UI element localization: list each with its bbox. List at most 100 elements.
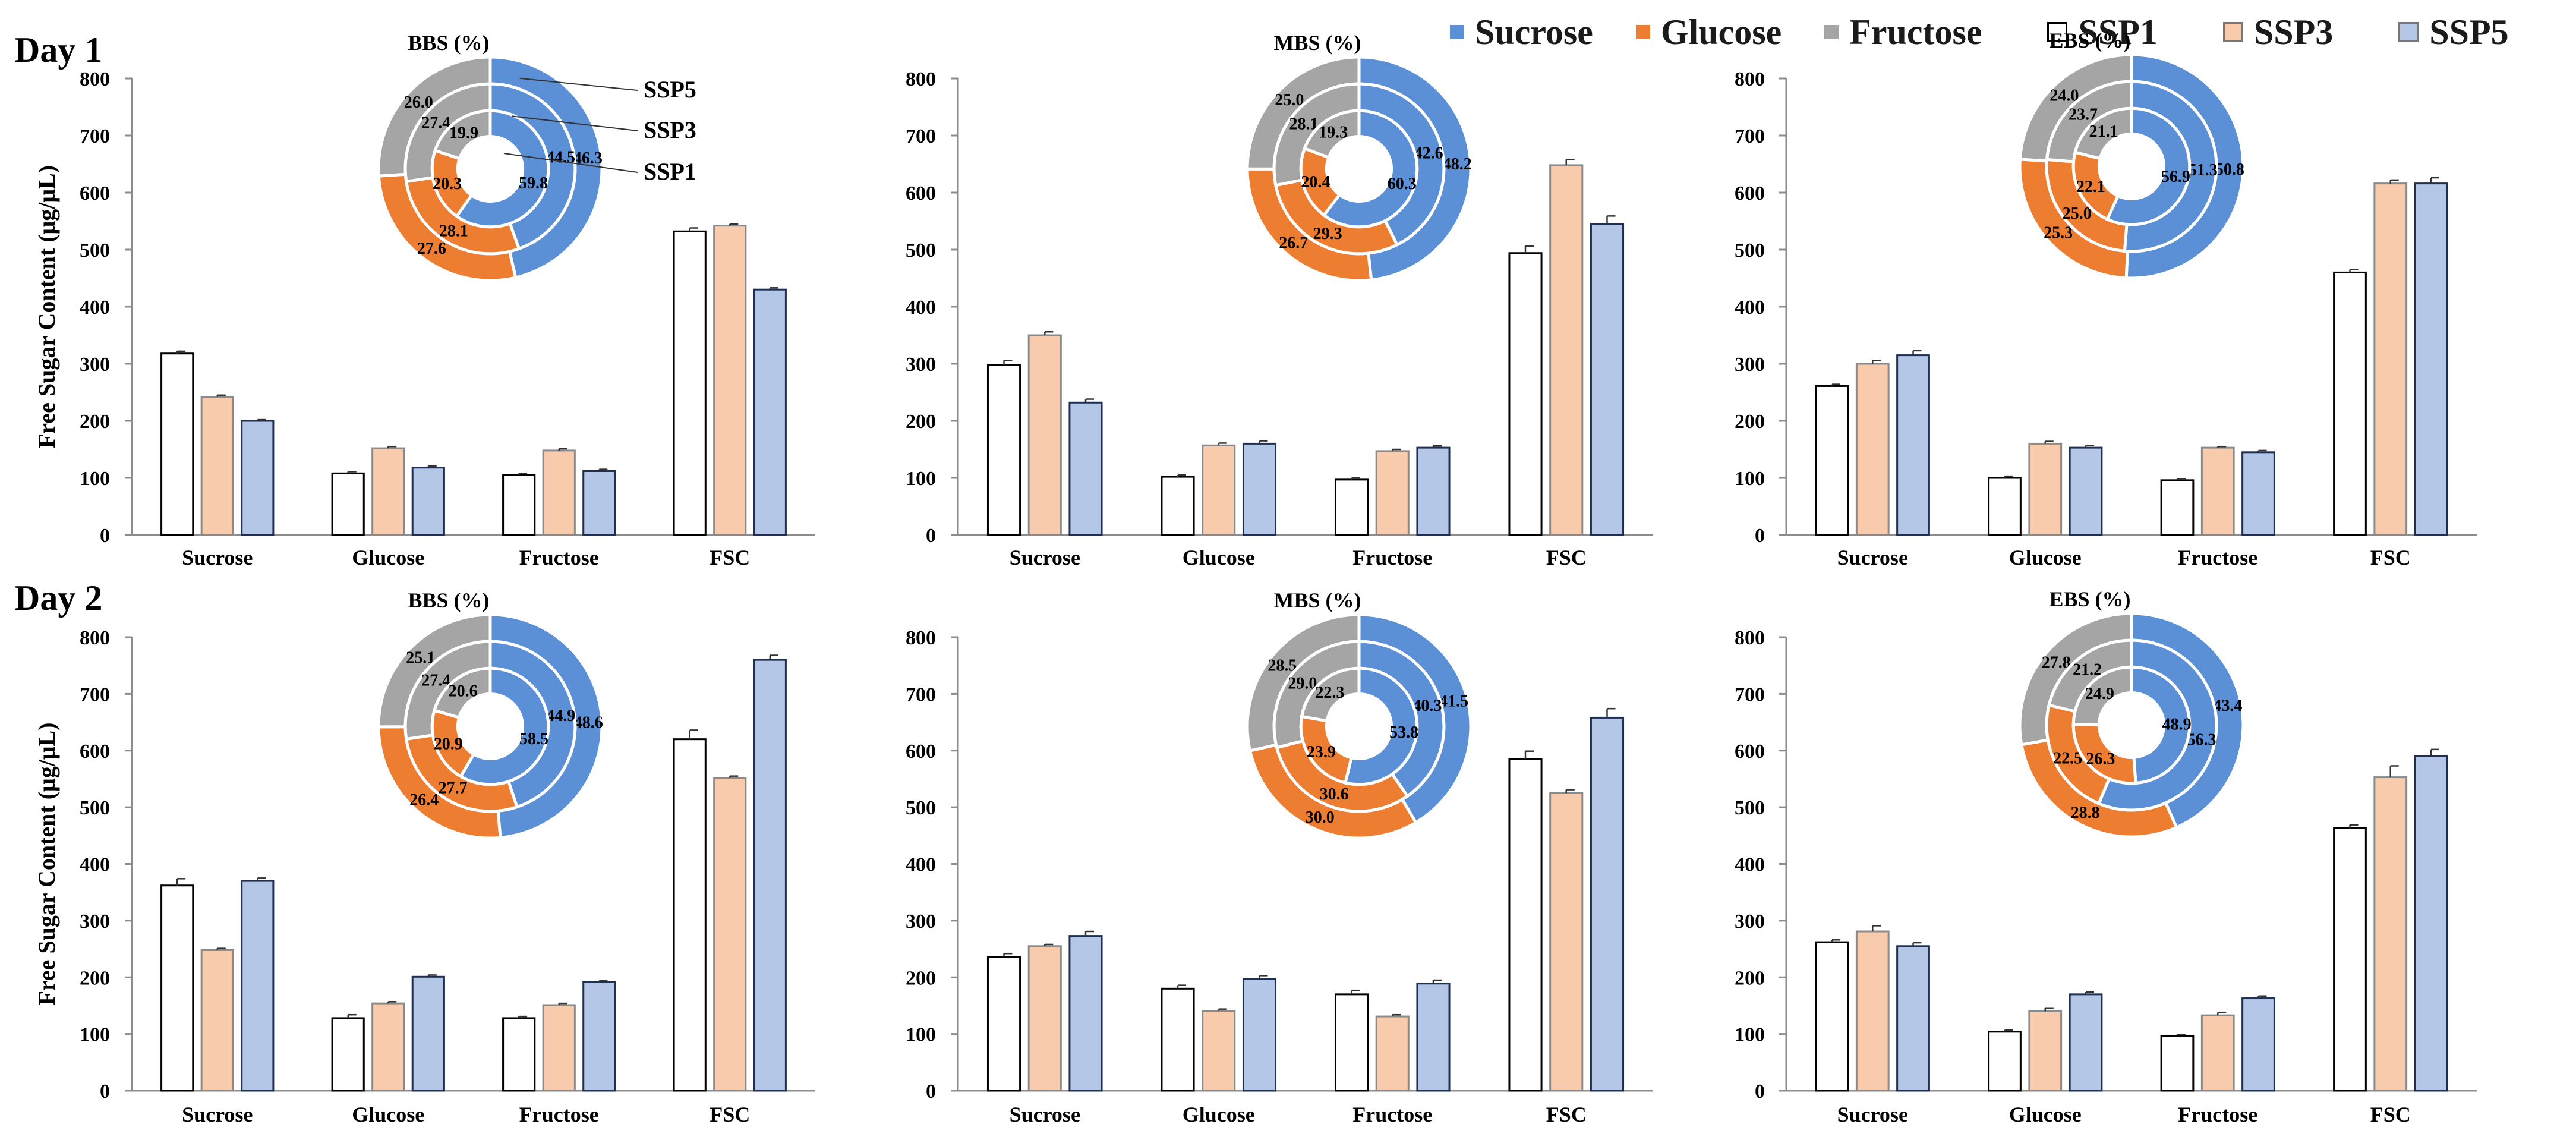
bar-ssp5-glucose (2069, 993, 2103, 1092)
panel-3-donut: 50.8 25.3 24.0 51.3 25.0 23.7 56.9 22.1 21.1 EBS … (2018, 29, 2245, 280)
donut-slice-ssp1-glucose (2071, 723, 2137, 785)
bar-ssp3-sucrose (1027, 334, 1062, 536)
donut-value-label: 23.9 (1307, 743, 1336, 761)
bar-ssp1-sucrose (986, 364, 1021, 536)
bar-ssp5-fsc (2414, 755, 2448, 1092)
y-tick-label: 200 (80, 411, 110, 433)
panel-1-donut: 46.327.626.044.528.127.459.820.319.9BBS … (377, 31, 696, 282)
bar-ssp3-fsc (1549, 164, 1584, 536)
legend-item-glucose: Glucose (1635, 12, 1782, 53)
y-tick-label: 0 (100, 525, 110, 547)
donut-value-label: 24.9 (2085, 685, 2114, 703)
x-category-label: Fructose (2178, 546, 2257, 569)
donut-slice-ssp1-fructose (1303, 109, 1361, 160)
donut-value-label: 28.8 (2071, 804, 2100, 822)
bar-ssp3-fsc (713, 225, 747, 536)
bar-ssp5-glucose (1242, 978, 1277, 1092)
donut-title: MBS (%) (1274, 588, 1361, 612)
donut-slice-ssp1-sucrose (2130, 665, 2192, 785)
bar-ssp1-fructose (1334, 993, 1369, 1092)
legend-item-ssp1: SSP1 (2047, 12, 2158, 53)
bar-ssp1-fsc (673, 738, 707, 1092)
bar-ssp1-glucose (1988, 1031, 2022, 1092)
bar-ssp1-sucrose (986, 956, 1021, 1092)
bar-ssp3-sucrose (200, 949, 234, 1092)
donut-title: EBS (%) (2049, 587, 2130, 611)
donut-value-label: 24.0 (2050, 86, 2079, 105)
bar-ssp5-fsc (1590, 223, 1625, 536)
y-tick-label: 400 (1735, 297, 1765, 319)
donut-value-label: 25.1 (406, 648, 435, 667)
donut-value-label: 30.6 (1320, 785, 1349, 804)
x-category-label: Sucrose (182, 1103, 253, 1126)
x-category-label: FSC (710, 1103, 750, 1126)
donut-value-label: 22.5 (2053, 749, 2082, 767)
bar-ssp1-fructose (2160, 1034, 2195, 1092)
x-category-label: Glucose (1183, 1103, 1255, 1126)
y-tick-label: 200 (906, 411, 936, 433)
y-tick-label: 600 (906, 182, 936, 204)
bar-ssp5-fructose (582, 470, 616, 536)
bar-ssp1-sucrose (1815, 385, 1849, 536)
bar-ssp5-sucrose (241, 880, 275, 1092)
y-tick-label: 100 (80, 1024, 110, 1046)
bar-ssp5-fsc (2414, 182, 2448, 536)
donut-slice-ssp1-fructose (433, 109, 492, 160)
donut-value-label: 41.5 (1439, 692, 1468, 710)
bar-ssp5-fsc (753, 288, 787, 536)
donut-value-label: 56.3 (2187, 731, 2216, 750)
panel-4: 0 100 200 300 400 500 600 700 800 Free Sugar Cont… (33, 588, 815, 1126)
y-tick-label: 600 (906, 741, 936, 763)
x-category-label: Glucose (1183, 546, 1255, 569)
bar-ssp5-glucose (1242, 442, 1277, 536)
y-tick-label: 700 (906, 684, 936, 706)
y-tick-label: 800 (1735, 68, 1765, 90)
donut-value-label: 42.6 (1414, 144, 1443, 162)
y-tick-label: 100 (1735, 1024, 1765, 1046)
donut-value-label: 43.4 (2213, 697, 2242, 715)
donut-value-label: 20.6 (449, 682, 478, 700)
bar-ssp3-fsc (1549, 792, 1584, 1092)
y-tick-label: 100 (80, 468, 110, 490)
day-1-label: Day 1 (14, 30, 103, 70)
x-category-label: Sucrose (1837, 1103, 1908, 1126)
legend-label-ssp1: SSP1 (2078, 12, 2158, 52)
donut-value-label: 20.9 (434, 735, 463, 753)
legend-label-glucose: Glucose (1660, 12, 1782, 52)
ring-annotation-leader (511, 115, 638, 131)
y-tick-label: 500 (80, 797, 110, 819)
y-tick-label: 700 (1735, 684, 1765, 706)
legend-swatch-sucrose (1450, 25, 1464, 39)
x-category-label: FSC (1546, 546, 1587, 569)
panel-6-donut: 43.428.827.856.322.521.248.926.324.9EBS … (2018, 587, 2245, 839)
donut-title: BBS (%) (408, 31, 489, 55)
donut-value-label: 19.3 (1319, 123, 1348, 141)
y-tick-label: 200 (906, 967, 936, 989)
donut-value-label: 27.7 (439, 779, 468, 798)
bar-ssp1-glucose (1161, 476, 1195, 536)
figure-legend: Sucrose Glucose Fructose SSP1 SSP3 SSP5 (1450, 8, 2509, 56)
y-tick-label: 700 (80, 125, 110, 147)
x-category-label: FSC (2370, 546, 2411, 569)
bar-ssp5-fructose (2241, 451, 2275, 536)
donut-value-label: 48.9 (2162, 715, 2192, 733)
legend-item-ssp3: SSP3 (2222, 12, 2334, 53)
x-category-label: FSC (2370, 1103, 2411, 1126)
y-tick-label: 400 (80, 854, 110, 876)
y-tick-label: 200 (80, 967, 110, 989)
bar-ssp1-glucose (1161, 987, 1195, 1092)
legend-label-ssp3: SSP3 (2253, 12, 2334, 52)
bar-ssp5-sucrose (241, 420, 275, 536)
day-2-label: Day 2 (14, 578, 103, 618)
y-tick-label: 100 (906, 1024, 936, 1046)
y-tick-label: 300 (906, 354, 936, 376)
legend-label-sucrose: Sucrose (1475, 12, 1593, 52)
y-tick-label: 800 (80, 68, 110, 90)
bar-ssp3-fsc (2373, 776, 2408, 1092)
legend-swatch-ssp1 (2047, 22, 2068, 42)
y-axis-title: Free Sugar Content (μg/μL) (33, 722, 60, 1005)
panel-5-donut: 41.530.028.540.330.629.053.823.922.3MBS … (1246, 588, 1473, 840)
x-category-label: FSC (710, 546, 750, 569)
donut-value-label: 22.3 (1315, 684, 1344, 702)
bar-ssp3-fsc (2373, 182, 2408, 536)
